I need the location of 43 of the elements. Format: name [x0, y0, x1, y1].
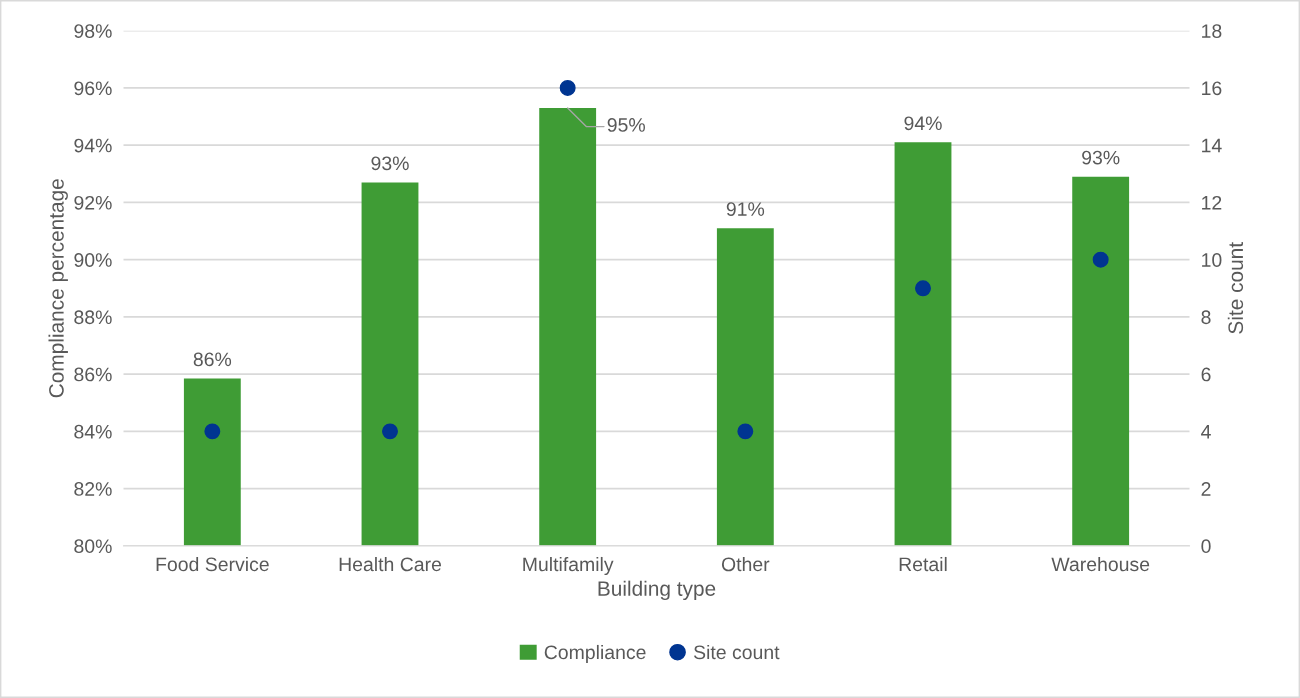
y2-tick-label: 8 [1201, 310, 1211, 325]
y-tick-label: 80% [74, 539, 112, 554]
y-tick-label: 82% [74, 482, 112, 496]
x-tick-label: Health Care [339, 556, 442, 572]
point [737, 423, 754, 440]
y-tick-label: 88% [74, 310, 112, 325]
x-tick-label: Food Service [156, 556, 269, 572]
y2-axis-title: Site count [1227, 242, 1244, 334]
y2-tick-label: 6 [1201, 367, 1211, 382]
point [915, 280, 931, 297]
y2-tick-label: 10 [1202, 253, 1222, 267]
data-label: 86% [193, 352, 232, 367]
data-label: 94% [904, 116, 942, 131]
y-tick-label: 94% [74, 138, 112, 153]
y2-tick-label: 14 [1202, 138, 1222, 153]
y-tick-label: 84% [74, 424, 112, 439]
x-tick-label: Multifamily [523, 556, 614, 576]
point [204, 423, 221, 440]
legend-label: Compliance [544, 644, 646, 664]
y-tick-label: 90% [74, 253, 112, 267]
x-tick-label: Warehouse [1051, 556, 1150, 572]
point [559, 79, 576, 96]
y-tick-label: 86% [74, 367, 112, 382]
y-tick-label: 98% [74, 24, 112, 38]
data-label: 95% [607, 118, 645, 132]
x-tick-label: Other [721, 556, 770, 572]
y2-tick-label: 0 [1201, 539, 1211, 554]
x-axis-title: Building type [598, 580, 716, 601]
point [1092, 251, 1109, 268]
y2-tick-label: 18 [1202, 24, 1222, 38]
data-label: 93% [1082, 150, 1120, 165]
y2-tick-label: 12 [1202, 195, 1222, 210]
point [382, 423, 398, 440]
x-tick-label: Retail [899, 556, 947, 572]
y-tick-label: 92% [74, 195, 112, 210]
data-label: 93% [371, 156, 409, 171]
y-axis-title: Compliance percentage [48, 179, 68, 398]
y2-tick-label: 2 [1201, 482, 1211, 496]
data-label: 91% [726, 202, 765, 216]
legend-label: Site count [693, 644, 780, 660]
y-tick-label: 96% [74, 81, 112, 96]
y2-tick-label: 16 [1202, 81, 1222, 96]
y2-tick-label: 4 [1201, 425, 1211, 439]
